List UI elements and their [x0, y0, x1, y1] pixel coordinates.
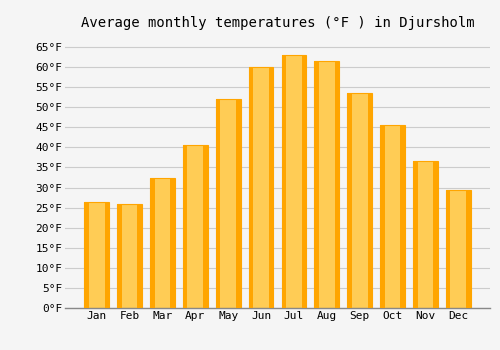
Bar: [434, 161, 438, 308]
Bar: [380, 125, 405, 308]
Bar: [84, 202, 89, 308]
Bar: [269, 67, 274, 308]
Bar: [183, 145, 188, 308]
Bar: [282, 55, 286, 308]
Bar: [348, 93, 352, 308]
Bar: [150, 177, 174, 308]
Bar: [368, 93, 372, 308]
Bar: [446, 190, 450, 308]
Bar: [183, 145, 208, 308]
Title: Average monthly temperatures (°F ) in Djursholm: Average monthly temperatures (°F ) in Dj…: [80, 16, 474, 30]
Bar: [348, 93, 372, 308]
Bar: [104, 202, 109, 308]
Bar: [446, 190, 470, 308]
Bar: [302, 55, 306, 308]
Bar: [334, 61, 339, 308]
Bar: [413, 161, 438, 308]
Bar: [248, 67, 253, 308]
Bar: [400, 125, 405, 308]
Bar: [84, 202, 109, 308]
Bar: [466, 190, 470, 308]
Bar: [314, 61, 319, 308]
Bar: [236, 99, 240, 308]
Bar: [150, 177, 154, 308]
Bar: [314, 61, 339, 308]
Bar: [248, 67, 274, 308]
Bar: [138, 204, 142, 308]
Bar: [413, 161, 418, 308]
Bar: [170, 177, 174, 308]
Bar: [216, 99, 220, 308]
Bar: [216, 99, 240, 308]
Bar: [117, 204, 142, 308]
Bar: [117, 204, 121, 308]
Bar: [282, 55, 306, 308]
Bar: [203, 145, 207, 308]
Bar: [380, 125, 384, 308]
